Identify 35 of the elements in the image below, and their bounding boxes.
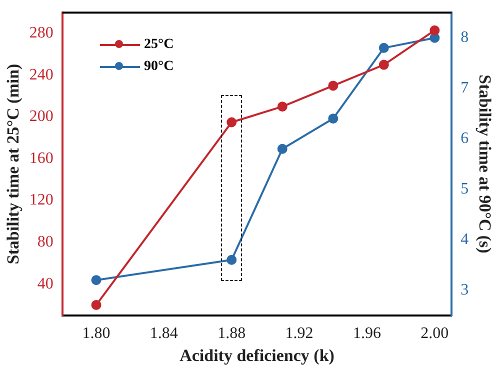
y-tick-label: 160 (29, 150, 54, 167)
x-tick-label: 1.88 (218, 325, 246, 342)
y2-tick-label: 5 (460, 180, 469, 198)
y-tick-label: 280 (29, 24, 54, 42)
point (226, 117, 237, 128)
y2-tick-label: 6 (460, 130, 469, 147)
point (277, 144, 288, 154)
point (378, 60, 389, 70)
point (328, 114, 338, 124)
point (430, 25, 440, 36)
y2-tick-label: 4 (460, 230, 469, 248)
y2-tick-label: 7 (460, 80, 469, 97)
point (91, 275, 102, 286)
x-axis-title: Acidity deficiency (k) (180, 346, 334, 366)
y2-tick-label: 8 (460, 29, 469, 46)
y-tick-label: 200 (29, 108, 54, 126)
y2-tick-label: 3 (460, 281, 469, 298)
x-tick-label: 2.00 (420, 325, 449, 342)
x-tick-label: 1.84 (150, 325, 178, 342)
point (277, 102, 288, 112)
x-tick-label: 1.80 (82, 325, 110, 342)
legend-label: 90°C (144, 59, 174, 75)
y2-axis-title: Stability time at 90°C (s) (475, 74, 494, 254)
y-tick-label: 240 (29, 66, 54, 84)
x-tick-label: 1.96 (352, 325, 381, 342)
point (328, 80, 338, 91)
point (226, 254, 237, 265)
y-tick-label: 80 (37, 234, 54, 251)
y-tick-label: 120 (29, 192, 54, 209)
legend-label: 25°C (144, 37, 174, 53)
x-tick-label: 1.92 (285, 325, 314, 342)
point (378, 42, 389, 53)
y-axis-title: Stability time at 25°C (min) (4, 64, 23, 264)
y-tick-label: 40 (37, 275, 54, 292)
point (91, 300, 102, 310)
